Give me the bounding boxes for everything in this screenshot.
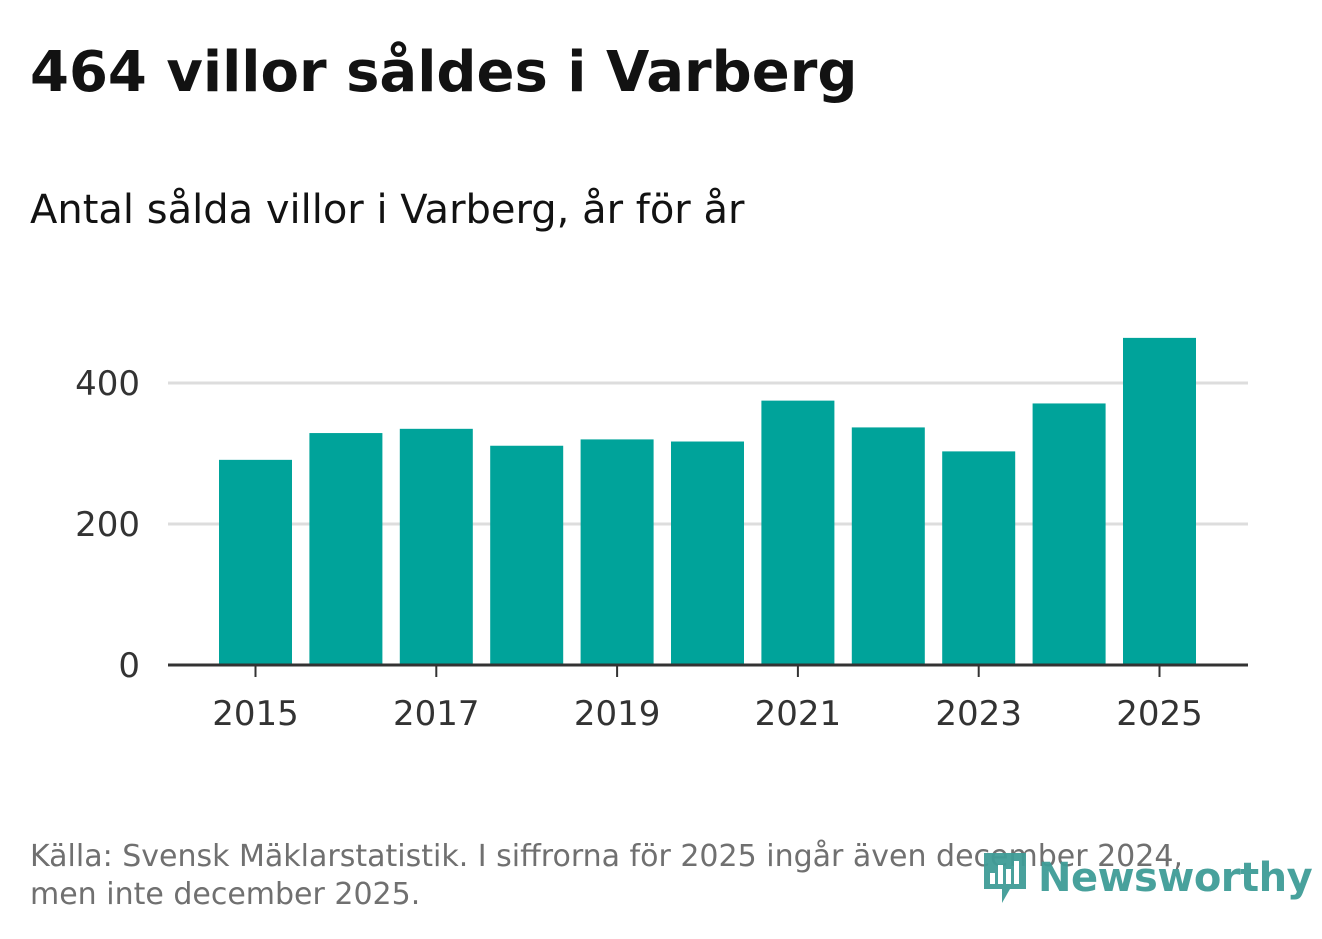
bar-2019	[580, 439, 654, 665]
bars	[219, 337, 1196, 665]
bar-2020	[671, 441, 744, 665]
bar-2022	[851, 427, 925, 665]
bar-2018	[490, 445, 564, 665]
bar-2021	[761, 400, 835, 665]
x-tick-label: 2025	[1116, 694, 1203, 734]
bar-2025	[1123, 337, 1196, 665]
chart-subtitle: Antal sålda villor i Varberg, år för år	[30, 187, 745, 233]
y-axis-labels: 0 200 400	[75, 364, 140, 686]
source-note-line-2: men inte december 2025.	[30, 877, 421, 912]
y-tick-label: 0	[118, 646, 140, 686]
x-tick-label: 2021	[755, 694, 842, 734]
x-tick-label: 2017	[393, 694, 480, 734]
bar-2016	[309, 433, 383, 665]
bar-2015	[219, 459, 292, 665]
x-tick-label: 2015	[212, 694, 299, 734]
x-axis	[168, 663, 1248, 677]
x-tick-label: 2023	[935, 694, 1022, 734]
bar-2023	[942, 451, 1016, 665]
bar-chart: 0 200 400 2015 2017 2019 2021 2023 2025	[75, 337, 1248, 734]
y-tick-label: 400	[75, 364, 140, 404]
y-tick-label: 200	[75, 505, 140, 545]
x-axis-labels: 2015 2017 2019 2021 2023 2025	[212, 694, 1203, 734]
bar-2017	[399, 428, 473, 665]
bar-2024	[1032, 403, 1106, 665]
newsworthy-logo-text: Newsworthy	[1038, 855, 1313, 901]
chart-title: 464 villor såldes i Varberg	[30, 40, 858, 105]
newsworthy-logo: Newsworthy	[980, 850, 1313, 906]
newsworthy-logo-icon	[984, 853, 1026, 903]
x-tick-label: 2019	[574, 694, 661, 734]
